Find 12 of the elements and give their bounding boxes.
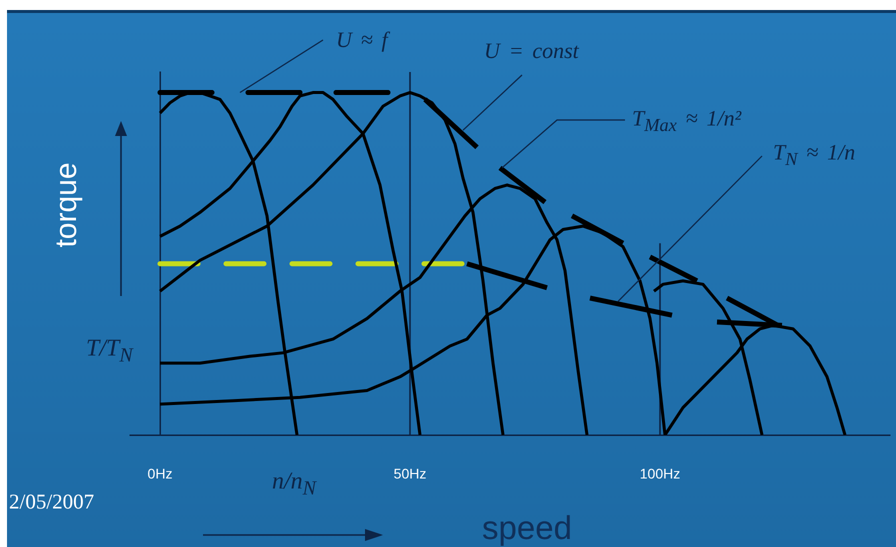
x-tick-label: 0Hz	[148, 465, 172, 482]
text: n/n$_{N}$	[272, 468, 316, 500]
text: 2/05/2007	[9, 489, 94, 514]
annotation: U ≈ f	[336, 26, 388, 52]
x-tick-label: 50Hz	[394, 465, 426, 482]
x-tick-label: 100Hz	[640, 465, 680, 482]
x-axis-title: speed	[482, 509, 572, 547]
annotation: T$_{N}$ ≈ 1/n	[773, 140, 856, 170]
annotation: U = const	[484, 38, 579, 64]
annotation: T/T$_{N}$	[86, 336, 133, 366]
annotation: T$_{Max}$ ≈ 1/n²	[632, 106, 742, 136]
y-axis-title: torque	[50, 162, 84, 248]
